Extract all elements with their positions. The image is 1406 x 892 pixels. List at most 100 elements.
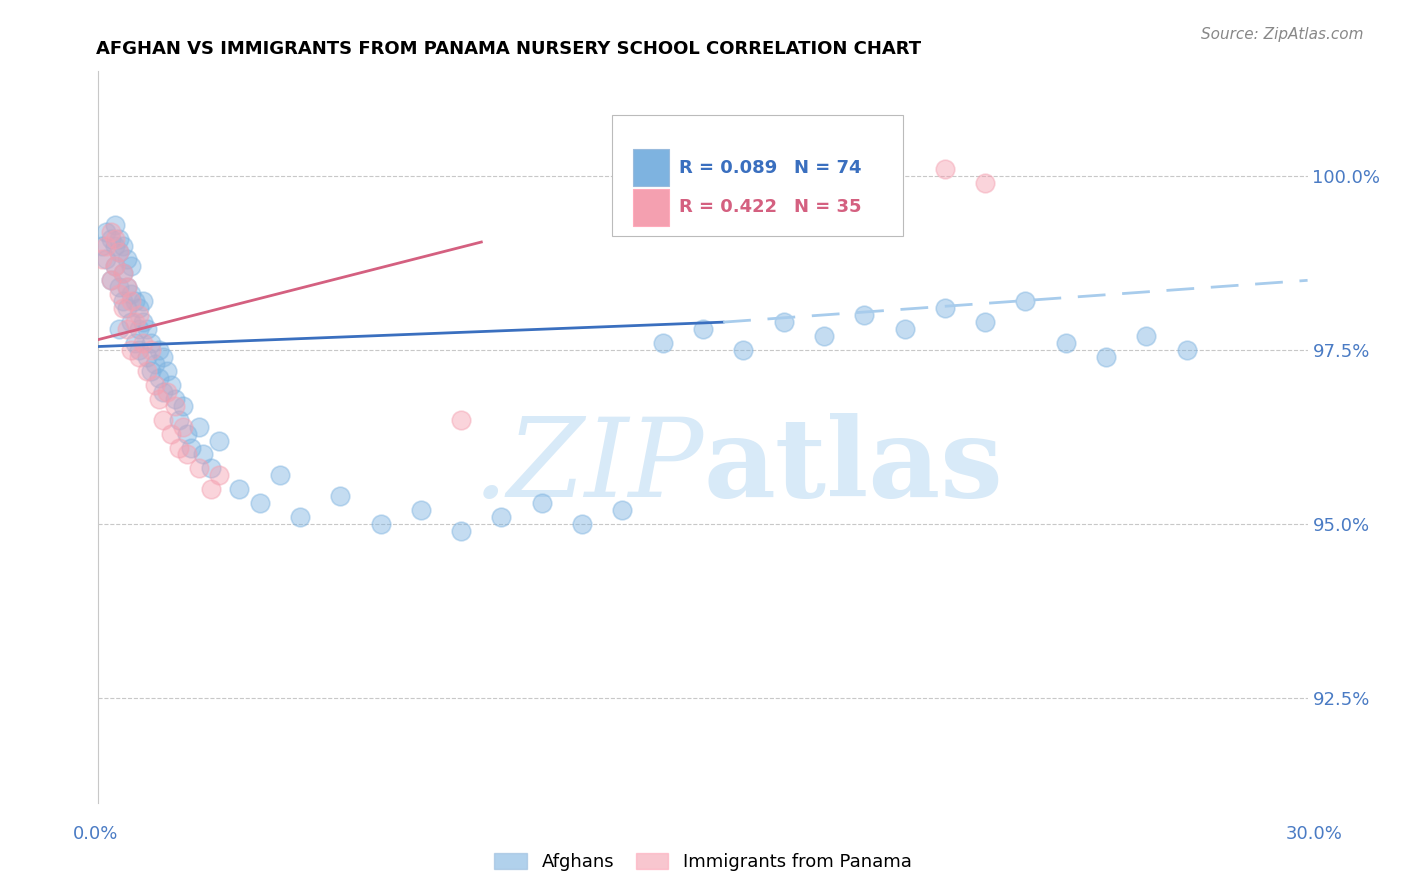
- Point: [115, 280, 138, 294]
- Point: [128, 350, 150, 364]
- Point: [530, 496, 553, 510]
- Point: [167, 412, 190, 426]
- Point: [200, 483, 222, 497]
- Point: [135, 322, 157, 336]
- Point: [120, 294, 142, 309]
- Point: [249, 496, 271, 510]
- Point: [103, 238, 125, 252]
- Legend: Afghans, Immigrants from Panama: Afghans, Immigrants from Panama: [488, 846, 918, 879]
- Point: [208, 468, 231, 483]
- Point: [188, 419, 211, 434]
- Point: [139, 343, 162, 357]
- Point: [120, 260, 142, 274]
- Point: [1054, 336, 1077, 351]
- Point: [139, 364, 162, 378]
- Text: .ZIP: .ZIP: [472, 413, 703, 520]
- Point: [124, 336, 146, 351]
- Point: [152, 350, 174, 364]
- Point: [100, 273, 122, 287]
- Point: [111, 294, 134, 309]
- Point: [103, 260, 125, 274]
- Point: [128, 301, 150, 316]
- Point: [135, 364, 157, 378]
- Point: [772, 315, 794, 329]
- Text: Source: ZipAtlas.com: Source: ZipAtlas.com: [1201, 27, 1364, 42]
- Point: [329, 489, 352, 503]
- Point: [491, 510, 513, 524]
- Point: [100, 225, 122, 239]
- Point: [115, 280, 138, 294]
- Point: [228, 483, 250, 497]
- Point: [107, 322, 129, 336]
- Point: [893, 322, 915, 336]
- Point: [111, 301, 134, 316]
- Text: N = 74: N = 74: [793, 159, 862, 177]
- Point: [370, 517, 392, 532]
- Point: [96, 252, 118, 267]
- Point: [107, 245, 129, 260]
- Point: [100, 273, 122, 287]
- Point: [934, 161, 956, 176]
- Point: [450, 524, 472, 538]
- Point: [160, 377, 183, 392]
- Point: [188, 461, 211, 475]
- Text: atlas: atlas: [703, 413, 1002, 520]
- FancyBboxPatch shape: [613, 115, 903, 235]
- Point: [132, 336, 155, 351]
- Point: [163, 392, 186, 406]
- Point: [269, 468, 291, 483]
- Point: [1175, 343, 1198, 357]
- Point: [128, 343, 150, 357]
- FancyBboxPatch shape: [633, 189, 669, 226]
- Point: [120, 287, 142, 301]
- Point: [91, 252, 114, 267]
- Text: N = 35: N = 35: [793, 198, 862, 217]
- Point: [128, 322, 150, 336]
- Point: [103, 231, 125, 245]
- Point: [143, 357, 166, 371]
- Point: [1014, 294, 1036, 309]
- Point: [128, 308, 150, 322]
- Point: [612, 503, 634, 517]
- Point: [733, 343, 755, 357]
- Point: [288, 510, 311, 524]
- Point: [934, 301, 956, 316]
- Point: [974, 176, 997, 190]
- Point: [132, 315, 155, 329]
- Point: [107, 231, 129, 245]
- Point: [111, 238, 134, 252]
- Point: [115, 322, 138, 336]
- Point: [208, 434, 231, 448]
- Point: [132, 294, 155, 309]
- Point: [148, 343, 170, 357]
- Point: [100, 231, 122, 245]
- Point: [135, 350, 157, 364]
- Point: [143, 377, 166, 392]
- Point: [107, 280, 129, 294]
- Point: [115, 301, 138, 316]
- Point: [176, 426, 198, 441]
- Point: [107, 245, 129, 260]
- Point: [163, 399, 186, 413]
- Text: AFGHAN VS IMMIGRANTS FROM PANAMA NURSERY SCHOOL CORRELATION CHART: AFGHAN VS IMMIGRANTS FROM PANAMA NURSERY…: [96, 40, 921, 58]
- Point: [103, 260, 125, 274]
- Point: [107, 287, 129, 301]
- Point: [156, 364, 179, 378]
- Point: [176, 448, 198, 462]
- Point: [115, 252, 138, 267]
- Point: [450, 412, 472, 426]
- FancyBboxPatch shape: [633, 149, 669, 186]
- Point: [124, 294, 146, 309]
- Text: 0.0%: 0.0%: [73, 825, 118, 843]
- Point: [974, 315, 997, 329]
- Point: [193, 448, 215, 462]
- Point: [409, 503, 432, 517]
- Point: [152, 412, 174, 426]
- Point: [111, 266, 134, 280]
- Point: [1135, 329, 1157, 343]
- Point: [692, 322, 714, 336]
- Point: [96, 225, 118, 239]
- Text: R = 0.089: R = 0.089: [679, 159, 778, 177]
- Point: [571, 517, 593, 532]
- Point: [103, 218, 125, 232]
